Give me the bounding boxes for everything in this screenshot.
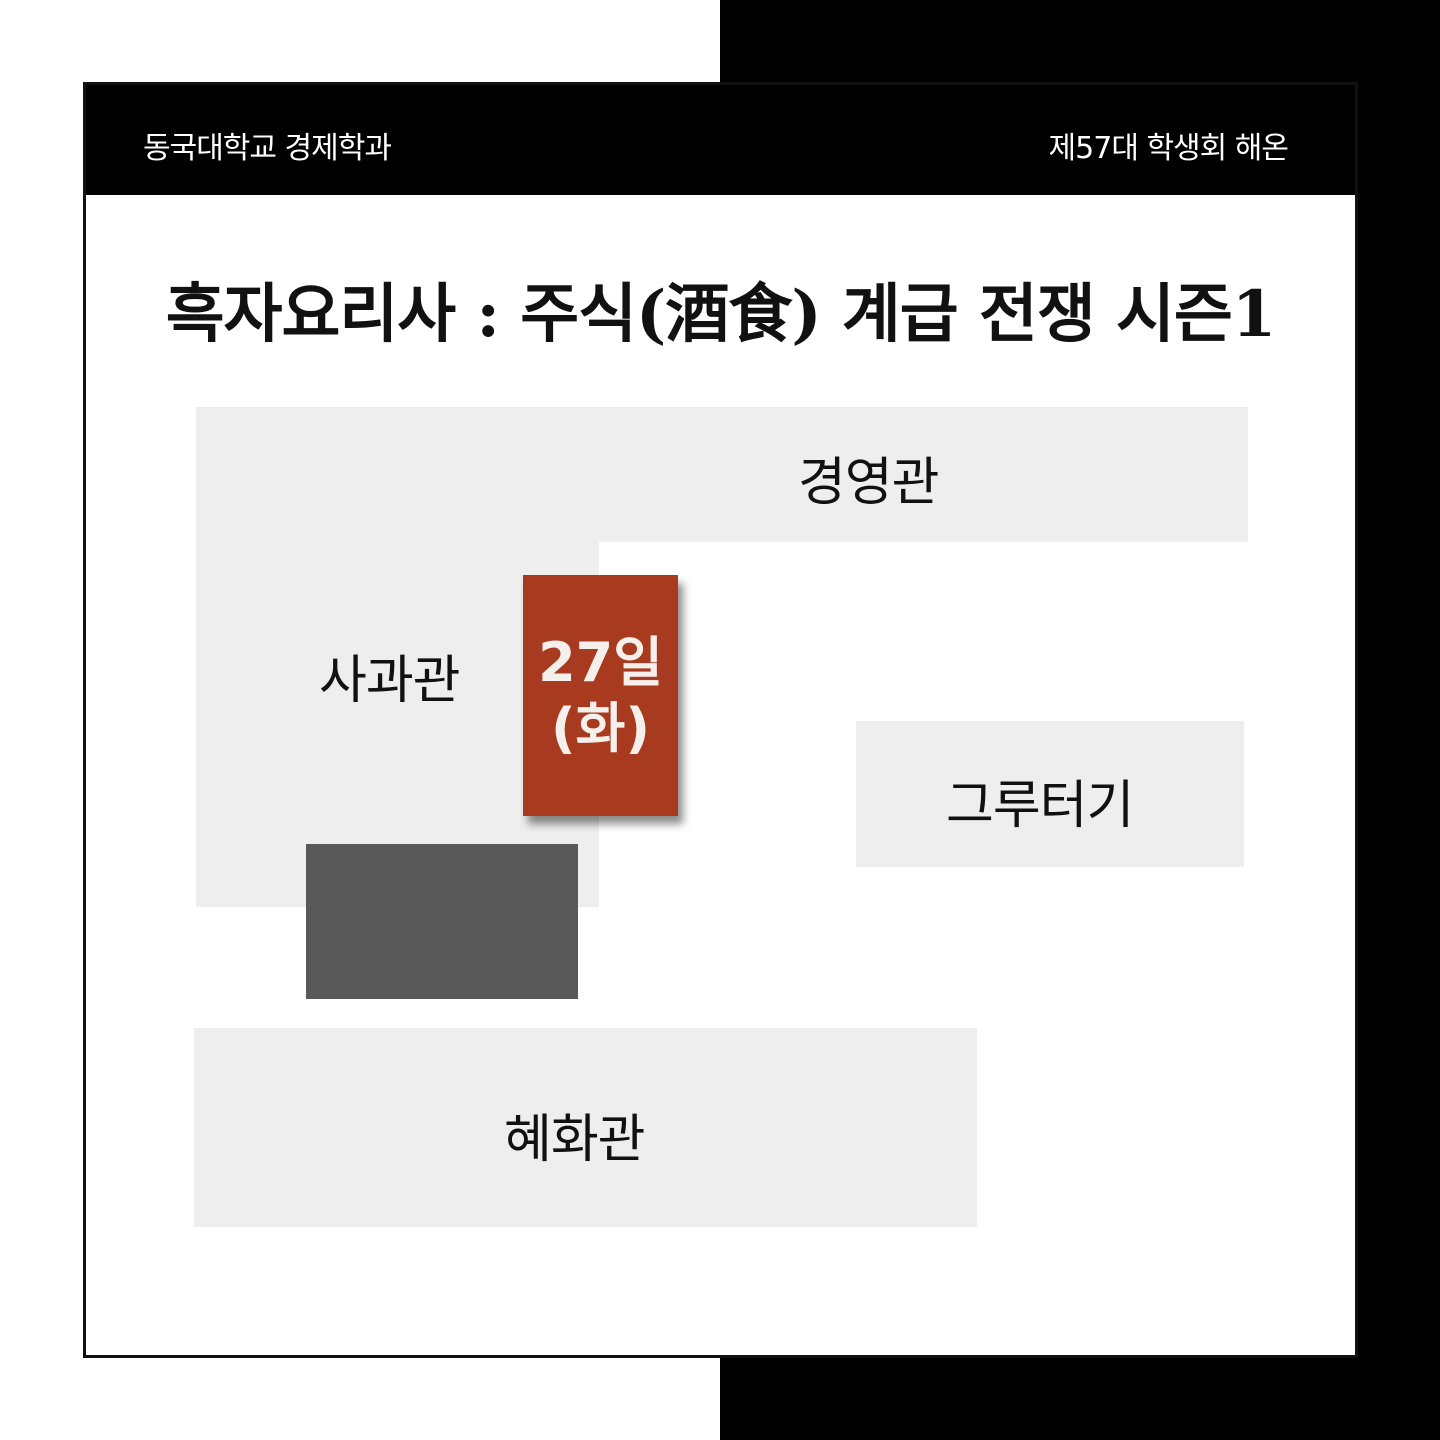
building-geuruteogi-label: 그루터기	[946, 776, 1134, 836]
building-sagwan-label: 사과관	[319, 651, 461, 711]
dark-building-block	[306, 844, 578, 999]
building-hyehwa	[194, 1028, 977, 1227]
poster-card: 동국대학교 경제학과 제57대 학생회 해온 흑자요리사 : 주식(酒食) 계급…	[83, 82, 1358, 1358]
building-gyeongyeong-label: 경영관	[798, 453, 940, 513]
header-bar: 동국대학교 경제학과 제57대 학생회 해온	[86, 85, 1355, 195]
building-hyehwa-label: 혜화관	[504, 1110, 646, 1170]
building-geuruteogi	[856, 721, 1244, 867]
event-date: 27일	[538, 630, 663, 694]
page-title: 흑자요리사 : 주식(酒食) 계급 전쟁 시즌1	[165, 277, 1277, 352]
header-department: 동국대학교 경제학과	[143, 131, 392, 166]
header-student-council: 제57대 학생회 해온	[1048, 131, 1289, 166]
event-date-marker: 27일 (화)	[523, 575, 678, 816]
event-day: (화)	[550, 696, 651, 760]
